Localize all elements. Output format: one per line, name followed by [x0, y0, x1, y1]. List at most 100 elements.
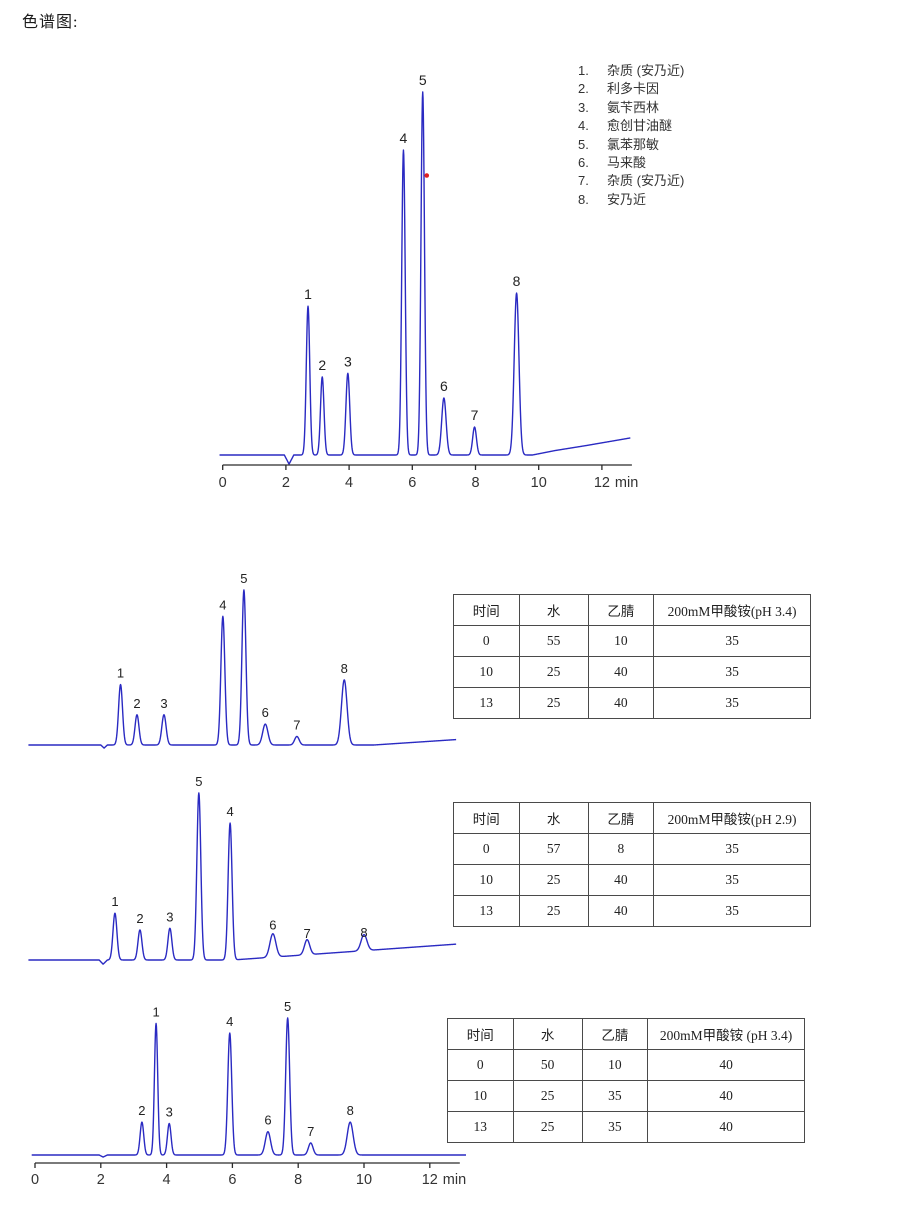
peak-label: 1 — [304, 286, 312, 302]
table-cell: 10 — [453, 656, 520, 688]
legend-item-label: 利多卡因 — [607, 81, 660, 97]
sub-chromatogram-1: 12 3 45 6 7 8 — [28, 571, 457, 749]
table-header-row: 时间水乙腈 200mM甲酸铵(pH 3.4) — [453, 594, 811, 626]
x-tick-label: 12 — [594, 475, 610, 491]
table-cell: 40 — [647, 1080, 805, 1112]
x-tick-label: 12 — [422, 1172, 438, 1188]
peak-label: 7 — [303, 926, 310, 941]
peak-label: 2 — [133, 696, 140, 711]
legend-item-label: 杂质 (安乃近) — [607, 173, 685, 189]
table-row: 0 57 8 35 — [453, 833, 811, 865]
x-axis-unit-label: min — [443, 1172, 466, 1188]
table-header-cell: 200mM甲酸铵 (pH 3.4) — [647, 1018, 805, 1050]
x-tick-label: 0 — [219, 475, 227, 491]
table-row: 0 50 10 40 — [447, 1049, 805, 1081]
peak-label: 8 — [360, 925, 367, 940]
legend-item-number: 1. — [578, 63, 589, 78]
table-cell: 25 — [518, 864, 589, 896]
peak-label: 3 — [160, 696, 167, 711]
legend-item-number: 6. — [578, 155, 589, 171]
legend-item: 7. 杂质 (安乃近) — [578, 172, 684, 190]
legend-item-number: 5. — [578, 136, 589, 152]
table-header-cell: 时间 — [453, 594, 520, 626]
legend-item: 6. 马来酸 — [578, 154, 684, 172]
peak-label: 8 — [341, 661, 348, 676]
peak-label: 3 — [344, 353, 352, 369]
table-cell: 35 — [653, 625, 811, 657]
table-header-cell: 水 — [518, 802, 589, 834]
x-tick-label: 0 — [31, 1172, 39, 1188]
table-row: 13 25 35 40 — [447, 1111, 805, 1143]
table-row: 0 55 10 35 — [453, 625, 811, 657]
peak-label: 1 — [152, 1004, 159, 1019]
table-header-cell: 时间 — [453, 802, 520, 834]
peak-label: 1 — [111, 894, 118, 909]
trace-line — [28, 792, 457, 965]
table-cell: 57 — [518, 833, 589, 865]
red-marker-dot — [424, 173, 430, 178]
peak-label: 3 — [166, 1104, 173, 1119]
sub-chromatogram-3: 2 1 3 4 6 5 7 8 0 2 4 6 8 10 12 min — [31, 999, 467, 1188]
table-cell: 40 — [587, 687, 655, 719]
peak-label: 7 — [307, 1124, 314, 1139]
peak-label: 4 — [226, 1014, 233, 1029]
table-cell: 40 — [647, 1111, 805, 1143]
table-header-cell: 水 — [512, 1018, 583, 1050]
gradient-table-3: 时间水乙腈 200mM甲酸铵 (pH 3.4) 0 50 10 40 10 25 35 40 13 2… — [447, 1018, 805, 1143]
table-cell: 35 — [581, 1111, 649, 1143]
peak-label: 8 — [347, 1103, 354, 1118]
legend-item: 8. 安乃近 — [578, 191, 684, 209]
peak-legend: 1. 杂质 (安乃近) 2. 利多卡因 3. 氨苄西林 4. 愈创甘油醚 5. 氯苯那敏 6. 马来酸… — [578, 62, 684, 209]
table-header-cell: 乙腈 — [581, 1018, 649, 1050]
table-row: 13 25 40 35 — [453, 687, 811, 719]
x-axis: 0 2 4 6 8 10 12 min — [219, 464, 638, 491]
x-tick-label: 2 — [282, 475, 290, 491]
table-cell: 50 — [512, 1049, 583, 1081]
legend-item-label: 马来酸 — [607, 155, 647, 171]
legend-item: 4. 愈创甘油醚 — [578, 117, 684, 135]
legend-item: 3. 氨苄西林 — [578, 99, 684, 117]
table-cell: 25 — [518, 687, 589, 719]
legend-item-number: 7. — [578, 173, 589, 189]
peak-label: 6 — [269, 918, 276, 933]
table-cell: 40 — [587, 864, 655, 896]
legend-item-label: 安乃近 — [607, 191, 647, 207]
x-tick-label: 6 — [228, 1172, 236, 1188]
table-header-cell: 水 — [518, 594, 589, 626]
table-cell: 8 — [587, 833, 655, 865]
x-tick-label: 10 — [356, 1172, 372, 1188]
table-header-cell: 乙腈 — [587, 802, 655, 834]
x-tick-label: 8 — [294, 1172, 302, 1188]
peak-label: 5 — [284, 999, 291, 1014]
table-cell: 10 — [587, 625, 655, 657]
peak-label: 4 — [226, 804, 233, 819]
gradient-table-1: 时间水乙腈 200mM甲酸铵(pH 3.4) 0 55 10 35 10 25 40 35 13 25… — [453, 594, 811, 719]
table-cell: 0 — [453, 833, 520, 865]
peak-label: 3 — [166, 909, 173, 924]
legend-item-number: 2. — [578, 81, 589, 97]
x-tick-label: 8 — [471, 475, 479, 491]
table-cell: 25 — [512, 1111, 583, 1143]
x-tick-label: 10 — [531, 475, 547, 491]
peak-label: 7 — [293, 717, 300, 732]
table-cell: 0 — [453, 625, 520, 657]
table-cell: 35 — [581, 1080, 649, 1112]
table-cell: 13 — [453, 687, 520, 719]
peak-label: 4 — [400, 130, 408, 146]
trace-line — [219, 91, 631, 465]
legend-item-number: 4. — [578, 118, 589, 134]
table-cell: 35 — [653, 656, 811, 688]
legend-item-label: 氯苯那敏 — [607, 136, 660, 152]
x-axis-unit-label: min — [615, 475, 638, 491]
peak-label: 5 — [419, 72, 427, 88]
table-header-cell: 200mM甲酸铵(pH 2.9) — [653, 802, 811, 834]
table-row: 10 25 40 35 — [453, 864, 811, 896]
table-cell: 0 — [447, 1049, 514, 1081]
peak-label: 2 — [318, 357, 326, 373]
peak-label: 6 — [262, 705, 269, 720]
peak-label: 8 — [513, 273, 521, 289]
table-cell: 40 — [587, 656, 655, 688]
peak-label: 4 — [219, 597, 226, 612]
